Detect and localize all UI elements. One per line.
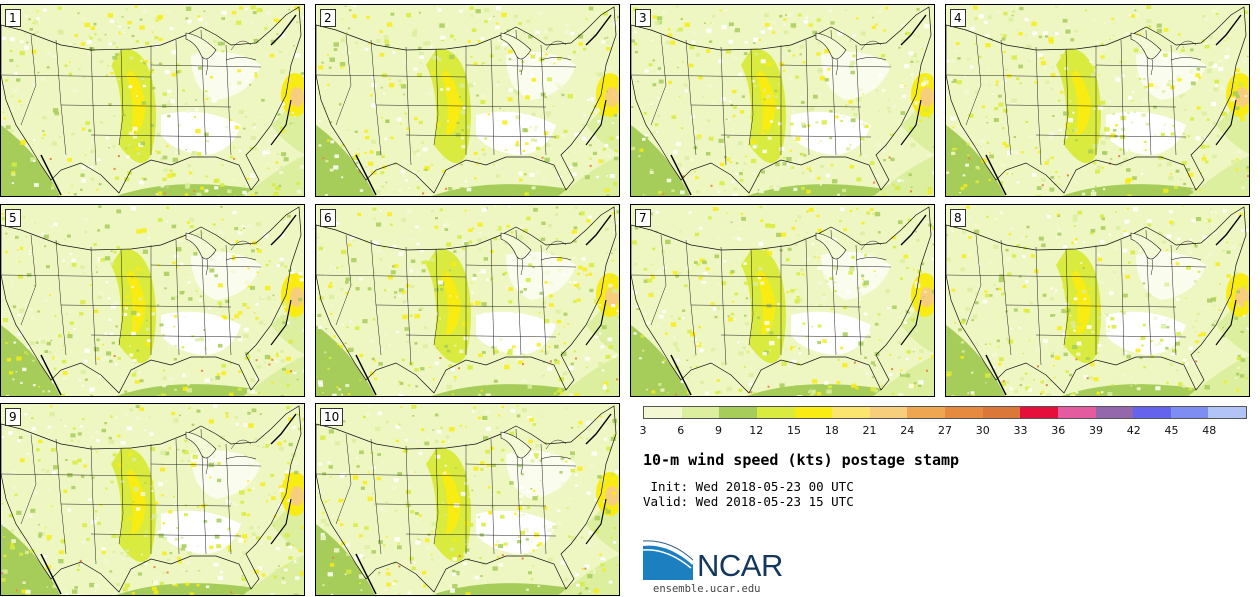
wind-map bbox=[1, 404, 304, 595]
map-panel: 6 bbox=[315, 204, 620, 397]
wind-map bbox=[946, 5, 1249, 196]
map-panel: 8 bbox=[945, 204, 1250, 397]
panel-number-label: 3 bbox=[635, 9, 651, 27]
colorbar-tick-label: 27 bbox=[938, 424, 952, 437]
colorbar-segment bbox=[1020, 407, 1058, 418]
wind-map bbox=[631, 5, 934, 196]
panel-number-label: 6 bbox=[320, 209, 336, 227]
colorbar-tick-label: 36 bbox=[1051, 424, 1066, 437]
map-panel: 10 bbox=[315, 403, 620, 596]
panel-number-label: 10 bbox=[320, 408, 344, 426]
colorbar-tick-label: 21 bbox=[862, 424, 877, 437]
colorbar-tick-label: 9 bbox=[715, 424, 722, 437]
colorbar bbox=[643, 406, 1247, 419]
wind-map bbox=[946, 205, 1249, 396]
panel-number-label: 2 bbox=[320, 9, 336, 27]
map-panel: 4 bbox=[945, 4, 1250, 197]
colorbar-tick-label: 39 bbox=[1089, 424, 1103, 437]
colorbar-segment bbox=[1133, 407, 1171, 418]
colorbar-segment bbox=[832, 407, 870, 418]
colorbar-tick-label: 12 bbox=[749, 424, 764, 437]
map-panel: 2 bbox=[315, 4, 620, 197]
colorbar-segment bbox=[794, 407, 833, 418]
panel-number-label: 5 bbox=[5, 209, 21, 227]
time-info: Init: Wed 2018-05-23 00 UTC Valid: Wed 20… bbox=[643, 479, 854, 509]
map-panel: 1 bbox=[0, 4, 305, 197]
colorbar-segment bbox=[907, 407, 945, 418]
colorbar-tick-label: 30 bbox=[975, 424, 990, 437]
colorbar-segment bbox=[945, 407, 983, 418]
colorbar-tick-label: 15 bbox=[787, 424, 801, 437]
ensemble-url[interactable]: ensemble.ucar.edu bbox=[653, 583, 761, 595]
panel-number-label: 7 bbox=[635, 209, 651, 227]
panel-number-label: 8 bbox=[950, 209, 966, 227]
colorbar-ticks: 3 6 9 12 15 18 21 24 27 30 33 36 39 42 45 48 bbox=[639, 424, 1247, 438]
panel-number-label: 1 bbox=[5, 9, 21, 27]
valid-time: Valid: Wed 2018-05-23 15 UTC bbox=[643, 494, 854, 509]
colorbar-tick-label: 3 bbox=[639, 424, 647, 437]
init-time: Init: Wed 2018-05-23 00 UTC bbox=[643, 479, 854, 494]
map-panel: 9 bbox=[0, 403, 305, 596]
map-title: 10-m wind speed (kts) postage stamp bbox=[643, 451, 960, 469]
panel-number-label: 9 bbox=[5, 408, 21, 426]
colorbar-segment bbox=[1095, 407, 1134, 418]
wind-map bbox=[1, 5, 304, 196]
colorbar-segment bbox=[719, 407, 757, 418]
colorbar-segment bbox=[869, 407, 908, 418]
colorbar-tick-label: 6 bbox=[677, 424, 685, 437]
wind-map bbox=[316, 5, 619, 196]
colorbar-tick-label: 33 bbox=[1013, 424, 1028, 437]
colorbar-segment bbox=[1208, 407, 1246, 418]
wind-map bbox=[631, 205, 934, 396]
map-panel: 5 bbox=[0, 204, 305, 397]
colorbar-tick-label: 45 bbox=[1164, 424, 1179, 437]
colorbar-segment bbox=[756, 407, 795, 418]
colorbar-tick-label: 48 bbox=[1202, 424, 1217, 437]
colorbar-segment bbox=[982, 407, 1021, 418]
colorbar-segment bbox=[1170, 407, 1209, 418]
wind-map bbox=[316, 205, 619, 396]
wind-map bbox=[316, 404, 619, 595]
colorbar-tick-label: 18 bbox=[824, 424, 839, 437]
colorbar-segment bbox=[681, 407, 720, 418]
wind-map bbox=[1, 205, 304, 396]
colorbar-segment bbox=[644, 407, 682, 418]
map-panel: 7 bbox=[630, 204, 935, 397]
ncar-logo-icon bbox=[643, 540, 694, 580]
colorbar-segment bbox=[1057, 407, 1096, 418]
colorbar-tick-label: 42 bbox=[1126, 424, 1141, 437]
map-panel: 3 bbox=[630, 4, 935, 197]
colorbar-tick-label: 24 bbox=[900, 424, 915, 437]
ncar-logo-text: NCAR bbox=[697, 548, 783, 583]
panel-number-label: 4 bbox=[950, 9, 966, 27]
